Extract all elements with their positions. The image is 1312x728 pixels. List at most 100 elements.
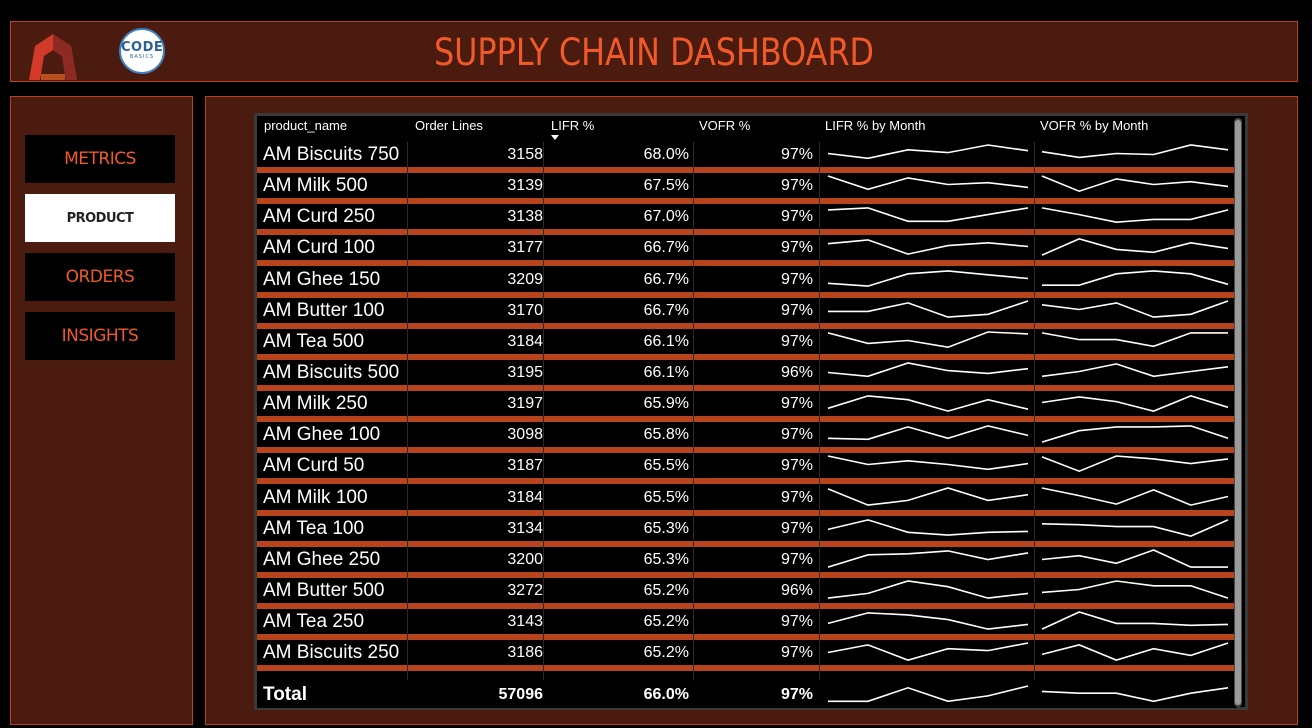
header-lifr-by-month[interactable]: LIFR % by Month	[825, 118, 926, 133]
product-name-cell: AM Milk 500	[263, 175, 368, 197]
sparkline-path	[827, 455, 1029, 471]
vofr-sparkline	[1041, 207, 1229, 224]
header-vofr[interactable]: VOFR %	[699, 118, 751, 133]
sparkline-path	[1041, 331, 1228, 347]
sparkline-path	[1041, 425, 1229, 444]
total-order-lines: 57096	[498, 686, 544, 703]
lifr-sparkline	[827, 207, 1029, 223]
table-row[interactable]: AM Ghee 150 3209 66.7% 97%	[257, 266, 1237, 298]
header-product-name[interactable]: product_name	[264, 118, 348, 133]
nav-metrics-button[interactable]: METRICS	[25, 135, 175, 183]
column-divider	[407, 142, 408, 680]
lifr-cell: 67.0%	[643, 208, 689, 226]
product-name-cell: AM Butter 100	[263, 299, 385, 321]
lifr-cell: 66.1%	[643, 332, 689, 350]
table-row[interactable]: AM Biscuits 250 3186 65.2% 97%	[257, 640, 1237, 672]
nav-orders-button[interactable]: ORDERS	[25, 253, 175, 301]
table-row[interactable]: AM Biscuits 750 3158 68.0% 97%	[257, 142, 1237, 173]
sparkline-path	[1041, 207, 1229, 224]
sparkline-path	[827, 642, 1029, 662]
lifr-cell: 65.2%	[643, 613, 689, 631]
table-header: product_name Order Lines LIFR % VOFR % L…	[257, 116, 1237, 142]
vertical-scrollbar[interactable]	[1234, 118, 1242, 707]
sparkline-path	[1041, 175, 1229, 193]
sparkline-path	[1041, 238, 1229, 257]
product-name-cell: AM Ghee 100	[263, 424, 381, 446]
vofr-sparkline	[1041, 363, 1229, 378]
table-row[interactable]: AM Tea 100 3134 65.3% 97%	[257, 515, 1237, 547]
table-row[interactable]: AM Curd 100 3177 66.7% 97%	[257, 235, 1237, 267]
vofr-sparkline	[1041, 642, 1229, 662]
header-lifr[interactable]: LIFR %	[551, 118, 595, 133]
row-separator	[257, 322, 1237, 329]
sparkline-path	[828, 299, 1029, 318]
row-separator	[257, 260, 1237, 267]
order-lines-cell: 3187	[507, 457, 543, 475]
product-name-cell: AM Tea 100	[263, 517, 365, 539]
vofr-cell: 96%	[780, 581, 813, 599]
sparkline-path	[828, 685, 1029, 703]
vofr-cell: 97%	[780, 177, 813, 195]
table-row[interactable]: AM Ghee 250 3200 65.3% 97%	[257, 546, 1237, 578]
vofr-sparkline	[1041, 425, 1229, 444]
vofr-sparkline	[1041, 395, 1229, 413]
sparkline-path	[827, 425, 1029, 441]
order-lines-cell: 3138	[507, 208, 543, 226]
table-row[interactable]: AM Milk 100 3184 65.5% 97%	[257, 484, 1237, 516]
sparkline-path	[827, 612, 1029, 631]
table-row[interactable]: AM Tea 250 3143 65.2% 97%	[257, 609, 1237, 641]
nav-insights-button[interactable]: INSIGHTS	[25, 312, 175, 360]
vofr-sparkline	[1042, 269, 1229, 286]
order-lines-cell: 3170	[507, 301, 543, 319]
sparkline-path	[827, 331, 1029, 348]
vofr-cell: 97%	[780, 270, 813, 288]
lifr-cell: 67.5%	[643, 177, 689, 195]
column-divider	[693, 142, 694, 680]
scrollbar-thumb[interactable]	[1235, 120, 1241, 705]
row-separator	[257, 602, 1237, 609]
lifr-cell: 65.2%	[643, 581, 689, 599]
lifr-cell: 65.5%	[643, 457, 689, 475]
table-row[interactable]: AM Milk 500 3139 67.5% 97%	[257, 173, 1237, 205]
lifr-sparkline	[827, 269, 1029, 287]
table-row[interactable]: AM Curd 250 3138 67.0% 97%	[257, 204, 1237, 236]
lifr-cell: 66.7%	[643, 301, 689, 319]
row-separator	[257, 665, 1237, 672]
table-row[interactable]: AM Butter 500 3272 65.2% 96%	[257, 577, 1237, 609]
vofr-sparkline	[1041, 175, 1229, 193]
sparkline-path	[1041, 580, 1229, 599]
table-row[interactable]: AM Biscuits 500 3195 66.1% 96%	[257, 359, 1237, 391]
page-title: SUPPLY CHAIN DASHBOARD	[433, 31, 875, 74]
table-row[interactable]: AM Ghee 100 3098 65.8% 97%	[257, 422, 1237, 454]
product-name-cell: AM Biscuits 500	[263, 361, 400, 383]
lifr-sparkline	[827, 175, 1029, 191]
vofr-cell: 97%	[780, 395, 813, 413]
sparkline-path	[827, 269, 1029, 287]
sparkline-path	[1041, 395, 1229, 413]
lifr-cell: 65.3%	[643, 519, 689, 537]
table-row[interactable]: AM Tea 500 3184 66.1% 97%	[257, 328, 1237, 360]
vofr-sparkline	[1041, 548, 1228, 568]
table-row[interactable]: AM Curd 50 3187 65.5% 97%	[257, 453, 1237, 485]
table-row[interactable]: AM Milk 250 3197 65.9% 97%	[257, 391, 1237, 423]
nav-product-button[interactable]: PRODUCT	[25, 194, 175, 242]
lifr-sparkline	[827, 486, 1029, 506]
table-row[interactable]: AM Butter 100 3170 66.7% 97%	[257, 297, 1237, 329]
total-vofr-sparkline	[1041, 687, 1229, 703]
column-divider	[543, 142, 544, 680]
order-lines-cell: 3177	[507, 239, 543, 257]
lifr-sparkline	[827, 580, 1029, 599]
row-separator	[257, 509, 1237, 516]
header-order-lines[interactable]: Order Lines	[415, 118, 483, 133]
vofr-cell: 97%	[780, 613, 813, 631]
lifr-cell: 65.5%	[643, 488, 689, 506]
sparkline-path	[827, 239, 1029, 256]
header-vofr-by-month[interactable]: VOFR % by Month	[1040, 118, 1149, 133]
product-name-cell: AM Curd 100	[263, 237, 375, 259]
lifr-cell: 66.1%	[643, 363, 689, 381]
lifr-cell: 66.7%	[643, 270, 689, 288]
sparkline-path	[1041, 363, 1229, 378]
sparkline-path	[1041, 299, 1229, 318]
vofr-cell: 97%	[780, 550, 813, 568]
product-name-cell: AM Butter 500	[263, 579, 385, 601]
